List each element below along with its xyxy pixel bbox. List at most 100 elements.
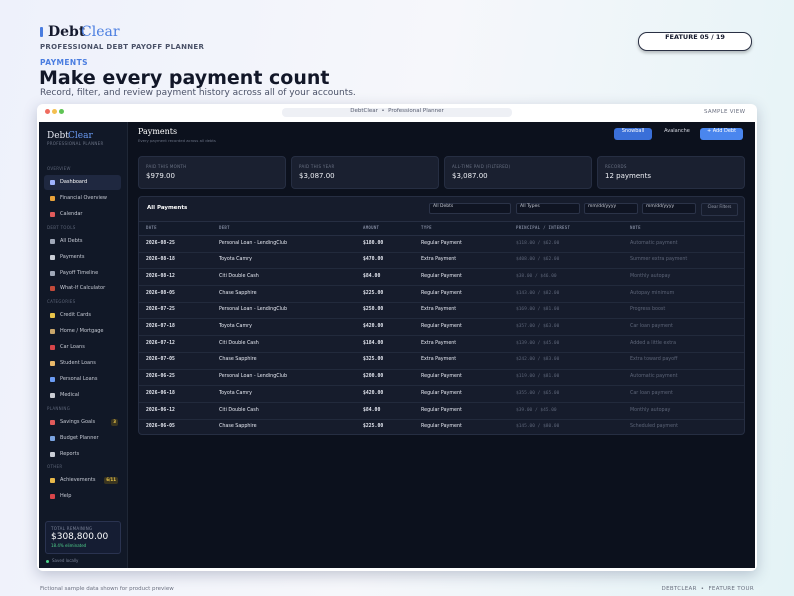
table-cell: $143.00 / $82.00 (516, 290, 560, 296)
table-cell: $225.00 (363, 424, 384, 430)
sidebar-icon (50, 313, 55, 319)
sidebar-brand-sub: PROFESSIONAL PLANNER (47, 141, 104, 146)
table-cell: 2026-07-25 (146, 307, 175, 313)
table-cell: 2026-07-18 (146, 324, 175, 329)
column-header: DEBT (219, 225, 230, 230)
filter-input[interactable]: mm/dd/yyyy (584, 203, 638, 214)
table-row (139, 369, 744, 387)
sidebar-item[interactable]: What-If Calculator (44, 281, 121, 296)
sidebar-group-label: OVERVIEW (47, 166, 71, 171)
sidebar-item[interactable]: Medical (44, 388, 121, 403)
table-cell: $184.00 (363, 340, 384, 346)
table-cell: 2026-06-05 (146, 424, 175, 430)
table-cell: Extra Payment (421, 307, 457, 313)
sidebar-icon (50, 270, 55, 276)
sidebar-icon (50, 361, 55, 366)
table-row (139, 268, 744, 287)
table-cell: Regular Payment (421, 390, 462, 396)
sidebar-item[interactable]: Calendar (44, 207, 121, 222)
table-cell: $84.00 (363, 273, 381, 279)
table-cell: Citi Double Cash (219, 273, 259, 279)
sidebar-item-label: All Debts (60, 237, 83, 244)
main-subtitle: Every payment recorded across all debts (138, 138, 216, 143)
sidebar-item[interactable]: Student Loans (44, 356, 121, 371)
app-window: DebtClear • Professional Planner SAMPLE V… (37, 104, 757, 571)
stat-value: $3,087.00 (452, 172, 488, 180)
sidebar-item[interactable]: Payoff Timeline (44, 266, 121, 281)
clear-filters[interactable]: Clear Filters (701, 203, 738, 216)
table-cell: $420.00 (363, 324, 384, 329)
table-cell: Monthly autopay (630, 273, 671, 279)
sidebar-item-label: Payoff Timeline (60, 269, 99, 276)
saved-dot (46, 560, 49, 563)
table-row (139, 319, 744, 337)
sidebar-item[interactable]: Reports (44, 447, 121, 462)
sidebar-item-label: Personal Loans (60, 375, 98, 382)
table-row (139, 402, 744, 420)
sidebar-item[interactable]: Personal Loans (44, 372, 121, 387)
table-cell: 2026-06-12 (146, 407, 175, 413)
toolbar-button[interactable]: + Add Debt (700, 128, 743, 140)
sidebar-item[interactable]: Help (44, 489, 121, 504)
sidebar-badge: 6/11 (104, 477, 118, 485)
sidebar-item[interactable]: All Debts (44, 234, 121, 249)
sidebar-item[interactable]: Dashboard (44, 175, 121, 190)
table-cell: $118.00 / $62.00 (516, 240, 560, 246)
sidebar-item-label: Medical (60, 391, 80, 398)
table-cell: $38.00 / $46.00 (516, 273, 557, 279)
sidebar-item[interactable]: Credit Cards (44, 308, 121, 323)
table-cell: Automatic payment (630, 240, 678, 246)
app: Debt Clear PROFESSIONAL PLANNER OVERVIEW Das… (39, 122, 755, 568)
sidebar-item-label: Reports (60, 450, 80, 457)
table-cell: Scheduled payment (630, 424, 678, 430)
window-dot (45, 109, 50, 114)
table-cell: Car loan payment (630, 324, 673, 329)
sidebar-item[interactable]: Financial Overview (44, 191, 121, 206)
sidebar-group-label: PLANNING (47, 405, 71, 411)
sidebar-icon (50, 329, 55, 335)
table-cell: Automatic payment (630, 374, 678, 380)
table-cell: Regular Payment (421, 324, 462, 329)
eliminated: 18.4% eliminated (51, 543, 87, 548)
stat-card: PAID THIS YEAR $3,087.00 (291, 156, 439, 189)
table-cell: Extra Payment (421, 340, 457, 346)
window-dot (52, 109, 57, 114)
sidebar-item[interactable]: Car Loans (44, 340, 121, 355)
sidebar-icon (50, 376, 55, 382)
table-cell: $225.00 (363, 290, 384, 296)
sidebar-item-label: Help (60, 493, 72, 500)
filter-input[interactable]: All Debts (429, 203, 511, 214)
stat-value: $979.00 (146, 172, 175, 180)
table-cell: Chase Sapphire (219, 424, 257, 430)
table-cell: 2026-06-25 (146, 374, 175, 380)
table-cell: Regular Payment (421, 407, 462, 413)
table-row (139, 335, 744, 353)
toolbar-button[interactable]: Avalanche (664, 128, 690, 134)
sidebar-item[interactable]: Budget Planner (44, 431, 121, 446)
table-cell: $250.00 (363, 307, 384, 313)
page-title: Make every payment count (39, 67, 330, 89)
table-cell: 2026-06-18 (146, 390, 175, 396)
sidebar-item-label: Home / Mortgage (60, 328, 104, 335)
window-title: DebtClear • Professional Planner (282, 108, 512, 117)
filter-input[interactable]: mm/dd/yyyy (642, 203, 696, 214)
toolbar-button[interactable]: Snowball (614, 128, 652, 140)
table-header-bg (139, 221, 744, 236)
table-cell: Citi Double Cash (219, 340, 259, 346)
table-cell: $325.00 (363, 357, 384, 363)
sidebar-item[interactable]: Achievements 6/11 (44, 473, 121, 488)
sidebar-item[interactable]: Savings Goals 3 (44, 415, 121, 430)
table-cell: Chase Sapphire (219, 357, 257, 363)
sidebar-item[interactable]: Payments (44, 250, 121, 265)
table-cell: Extra Payment (421, 257, 457, 263)
table-cell: 2026-07-05 (146, 357, 175, 363)
brand-debt: Debt (48, 24, 86, 40)
table-cell: $39.00 / $45.00 (516, 407, 557, 413)
sidebar-item[interactable]: Home / Mortgage (44, 324, 121, 339)
sidebar-icon (50, 238, 55, 244)
stat-card: ALL-TIME PAID (FILTERED) $3,087.00 (444, 156, 592, 189)
table-row (139, 285, 744, 303)
filter-input[interactable]: All Types (516, 203, 580, 214)
sidebar-icon (50, 435, 55, 441)
